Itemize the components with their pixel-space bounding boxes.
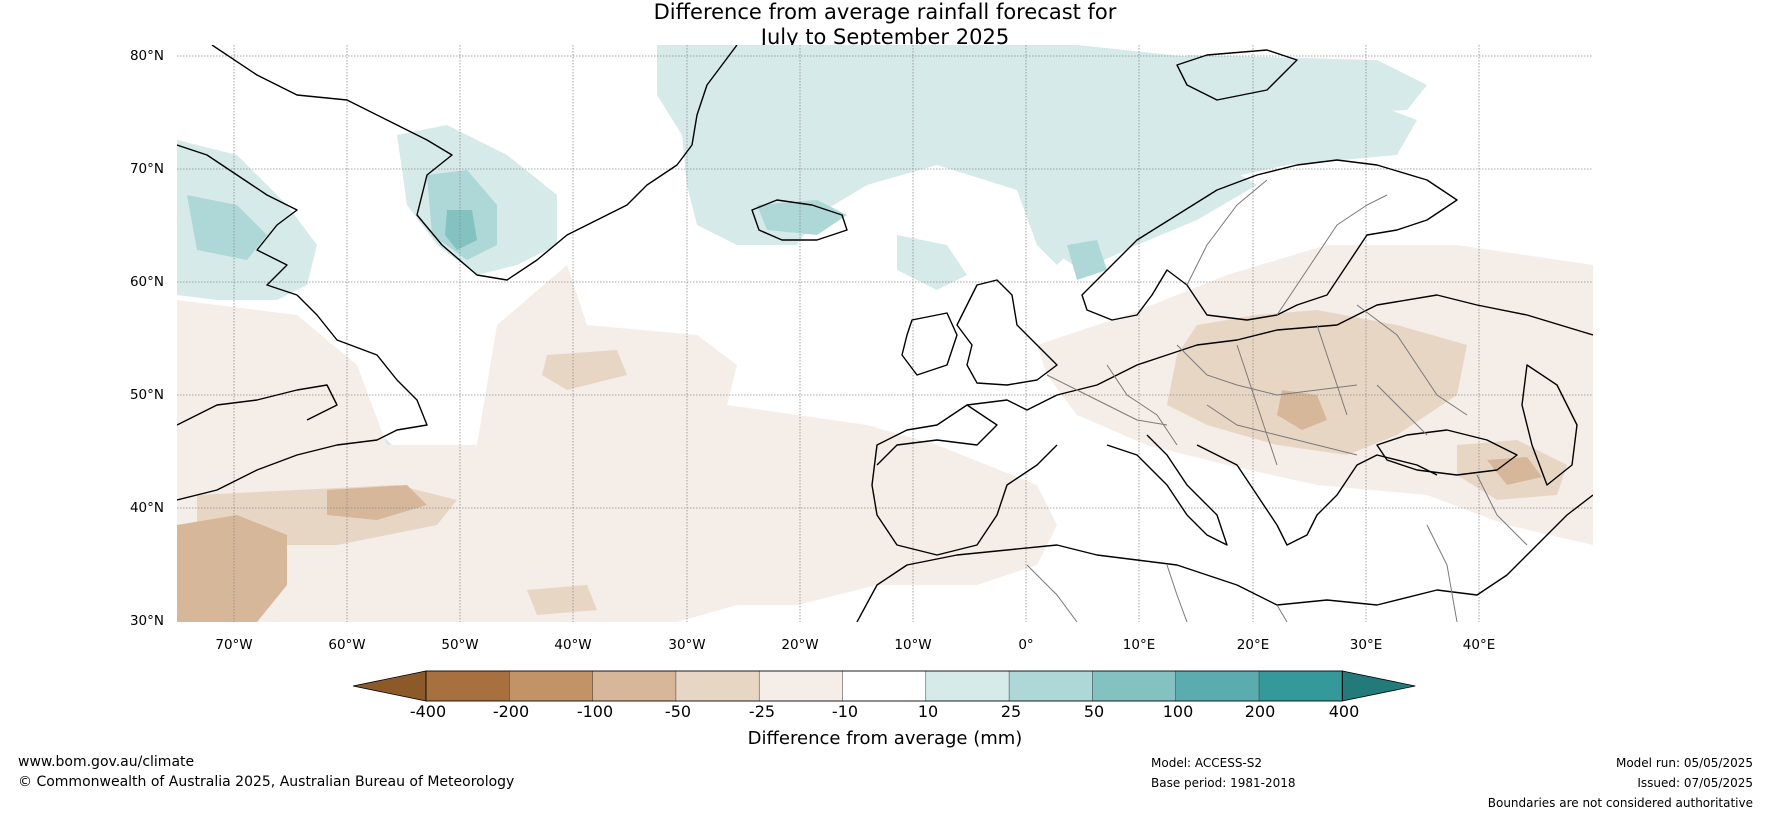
- colorbar-tick-100: 100: [1162, 702, 1194, 721]
- wet-region-norway-west: [1067, 240, 1107, 280]
- colorbar-segment: [1092, 670, 1177, 702]
- lat-label-70n: 70°N: [129, 161, 164, 177]
- coast-iceland: [751, 199, 848, 241]
- map-canvas: [177, 45, 1593, 622]
- colorbar-tick-10: 10: [917, 702, 939, 721]
- colorbar-tick-neg400: -400: [409, 702, 447, 721]
- coast-ireland: [901, 312, 958, 376]
- coastlines: [177, 45, 1593, 622]
- issued-date: Issued: 07/05/2025: [1637, 776, 1753, 790]
- colorbar-tick-neg10: -10: [831, 702, 859, 721]
- dry-region-carpathian: [1277, 390, 1327, 430]
- colorbar-label: Difference from average (mm): [747, 728, 1023, 749]
- colorbar-tick-neg50: -50: [664, 702, 692, 721]
- map-title: Difference from average rainfall forecas…: [0, 0, 1770, 50]
- coast-black-sea: [1376, 429, 1518, 476]
- colorbar-segment: [842, 670, 927, 702]
- coast-gulf-stlawrence: [177, 384, 338, 426]
- model-run-date: Model run: 05/05/2025: [1615, 756, 1753, 770]
- lon-label-40e: 40°E: [1462, 637, 1496, 653]
- lon-label-50w: 50°W: [441, 637, 479, 653]
- colorbar-tick-neg25: -25: [748, 702, 776, 721]
- colorbar-segment: [425, 670, 511, 702]
- colorbar-tick-neg200: -200: [492, 702, 530, 721]
- colorbar-segment: [592, 670, 677, 702]
- colorbar-segment: [509, 670, 594, 702]
- colorbar-segment: [1008, 670, 1094, 702]
- colorbar-outline: [425, 670, 1343, 702]
- wet-region-norway-coast: [1057, 155, 1257, 270]
- wet-region-barents: [1177, 55, 1427, 115]
- wet-region-iceland: [757, 200, 847, 235]
- lat-label-30n: 30°N: [129, 613, 164, 629]
- colorbar-segment: [1258, 670, 1344, 702]
- boundaries-disclaimer: Boundaries are not considered authoritat…: [1487, 796, 1753, 810]
- dry-region-atlantic-band-core: [327, 485, 427, 520]
- title-line-1: Difference from average rainfall forecas…: [653, 0, 1117, 24]
- coast-svalbard: [1176, 49, 1298, 101]
- colorbar-tick-50: 50: [1083, 702, 1105, 721]
- lon-label-20e: 20°E: [1236, 637, 1270, 653]
- dry-region-central-europe: [1167, 310, 1467, 455]
- dry-region-south-patch: [527, 585, 597, 615]
- colorbar-tick-25: 25: [1000, 702, 1022, 721]
- coast-scandinavia: [1081, 159, 1458, 321]
- colorbar-arrow-dry: [352, 670, 427, 702]
- colorbar: [352, 670, 1416, 702]
- lon-label-10e: 10°E: [1122, 637, 1156, 653]
- dry-region-southwest: [177, 515, 287, 622]
- colorbar-arrow-wet: [1341, 670, 1416, 702]
- dry-region-caucasus-core: [1487, 457, 1542, 485]
- lon-label-0: 0°: [1018, 637, 1034, 653]
- dry-region-mid-atlantic: [177, 265, 1057, 622]
- lon-label-30w: 30°W: [668, 637, 706, 653]
- coast-caspian: [1521, 364, 1578, 486]
- lon-label-70w: 70°W: [215, 637, 253, 653]
- rainfall-map: [177, 45, 1593, 622]
- colorbar-segment: [1175, 670, 1260, 702]
- base-period: Base period: 1981-2018: [1151, 776, 1296, 790]
- coast-balkans-greece: [1196, 444, 1438, 546]
- colorbar-tick-200: 200: [1244, 702, 1276, 721]
- lat-label-60n: 60°N: [129, 274, 164, 290]
- coast-labrador: [177, 294, 428, 501]
- colorbar-segment: [675, 670, 760, 702]
- lat-label-80n: 80°N: [129, 48, 164, 64]
- copyright-text: © Commonwealth of Australia 2025, Austra…: [18, 774, 515, 790]
- coast-canada-arctic: [177, 144, 298, 296]
- lon-label-60w: 60°W: [328, 637, 366, 653]
- lat-label-40n: 40°N: [129, 500, 164, 516]
- coast-britain: [956, 279, 1058, 386]
- colorbar-segment: [758, 670, 844, 702]
- colorbar-tick-400: 400: [1328, 702, 1360, 721]
- website-link[interactable]: www.bom.gov.au/climate: [18, 754, 195, 770]
- coast-north-africa: [856, 494, 1593, 622]
- lon-label-20w: 20°W: [781, 637, 819, 653]
- coast-italy: [1106, 434, 1228, 546]
- dry-region-mid-patch: [542, 350, 627, 390]
- lat-label-50n: 50°N: [129, 387, 164, 403]
- lon-label-30e: 30°E: [1349, 637, 1383, 653]
- lon-label-10w: 10°W: [894, 637, 932, 653]
- country-borders: [1026, 179, 1528, 622]
- coast-iberia: [871, 404, 1058, 556]
- map-gridlines: [177, 45, 1593, 622]
- wet-region-greenland-peak: [445, 210, 477, 250]
- coast-greenland: [211, 45, 738, 281]
- lon-label-40w: 40°W: [554, 637, 592, 653]
- wet-region-labrador-core: [187, 195, 267, 260]
- colorbar-segment: [925, 670, 1010, 702]
- coast-europe-mainland: [966, 294, 1593, 411]
- model-name: Model: ACCESS-S2: [1151, 756, 1263, 770]
- colorbar-tick-neg100: -100: [576, 702, 614, 721]
- wet-region-atlantic-1: [897, 235, 967, 290]
